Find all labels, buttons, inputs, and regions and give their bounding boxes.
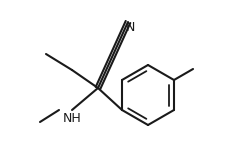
Text: NH: NH — [62, 112, 81, 125]
Text: N: N — [125, 21, 135, 34]
